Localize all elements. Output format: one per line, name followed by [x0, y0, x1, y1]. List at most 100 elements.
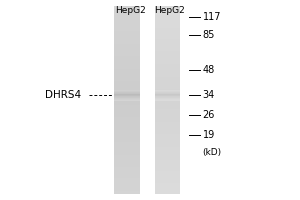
Bar: [154, 186, 180, 188]
Bar: [154, 94, 180, 95]
Bar: [154, 103, 180, 105]
Bar: [154, 97, 180, 98]
Bar: [114, 28, 140, 29]
Bar: [154, 130, 180, 131]
Bar: [154, 45, 180, 47]
Bar: [154, 11, 180, 12]
Bar: [114, 96, 140, 97]
Bar: [114, 127, 140, 128]
Bar: [154, 92, 180, 94]
Bar: [114, 98, 140, 100]
Bar: [114, 39, 140, 40]
Bar: [154, 102, 180, 103]
Bar: [114, 133, 140, 134]
Bar: [154, 161, 180, 163]
Bar: [154, 164, 180, 166]
Bar: [114, 44, 140, 45]
Bar: [114, 116, 140, 117]
Bar: [154, 50, 180, 51]
Bar: [114, 80, 140, 81]
Bar: [114, 66, 140, 67]
Bar: [154, 95, 180, 96]
Bar: [114, 149, 140, 150]
Bar: [154, 76, 180, 78]
Bar: [154, 12, 180, 14]
Bar: [154, 34, 180, 36]
Bar: [154, 93, 180, 94]
Bar: [154, 116, 180, 117]
Bar: [114, 45, 140, 47]
Bar: [154, 92, 180, 93]
Bar: [154, 111, 180, 113]
Bar: [154, 70, 180, 72]
Bar: [154, 33, 180, 34]
Bar: [114, 90, 140, 91]
Bar: [114, 11, 140, 12]
Bar: [114, 64, 140, 66]
Bar: [114, 167, 140, 169]
Bar: [114, 153, 140, 155]
Bar: [154, 20, 180, 22]
Bar: [154, 128, 180, 130]
Bar: [154, 94, 180, 95]
Bar: [114, 155, 140, 156]
Bar: [154, 188, 180, 189]
Bar: [154, 127, 180, 128]
Bar: [154, 36, 180, 37]
Bar: [114, 72, 140, 73]
Bar: [154, 108, 180, 109]
Bar: [114, 136, 140, 138]
Text: 34: 34: [202, 90, 215, 100]
Bar: [154, 42, 180, 44]
Text: HepG2: HepG2: [154, 6, 185, 15]
Bar: [154, 17, 180, 19]
Text: 26: 26: [202, 110, 215, 120]
Bar: [154, 183, 180, 185]
Bar: [114, 86, 140, 87]
Bar: [154, 181, 180, 183]
Bar: [114, 99, 140, 100]
Bar: [154, 152, 180, 153]
Bar: [154, 73, 180, 75]
Bar: [114, 114, 140, 116]
Bar: [114, 177, 140, 178]
Bar: [114, 84, 140, 86]
Bar: [114, 8, 140, 9]
Bar: [154, 169, 180, 170]
Bar: [114, 47, 140, 48]
Bar: [114, 29, 140, 31]
Bar: [154, 8, 180, 9]
Bar: [154, 83, 180, 84]
Bar: [154, 106, 180, 108]
Text: 19: 19: [202, 130, 215, 140]
Bar: [114, 142, 140, 144]
Bar: [154, 125, 180, 127]
Bar: [154, 75, 180, 77]
Bar: [114, 147, 140, 149]
Bar: [114, 134, 140, 136]
Bar: [114, 48, 140, 50]
Bar: [114, 94, 140, 95]
Bar: [114, 31, 140, 33]
Bar: [154, 174, 180, 175]
Bar: [114, 188, 140, 189]
Bar: [154, 31, 180, 33]
Bar: [154, 22, 180, 23]
Bar: [154, 122, 180, 124]
Bar: [114, 73, 140, 75]
Bar: [114, 180, 140, 181]
Bar: [154, 98, 180, 99]
Bar: [114, 91, 140, 92]
Bar: [114, 95, 140, 96]
Bar: [154, 147, 180, 149]
Bar: [114, 67, 140, 69]
Bar: [114, 36, 140, 37]
Bar: [154, 120, 180, 122]
Bar: [114, 164, 140, 166]
Bar: [154, 113, 180, 114]
Text: (kD): (kD): [202, 148, 222, 158]
Bar: [154, 119, 180, 120]
Bar: [154, 166, 180, 167]
Bar: [154, 170, 180, 172]
Bar: [114, 119, 140, 120]
